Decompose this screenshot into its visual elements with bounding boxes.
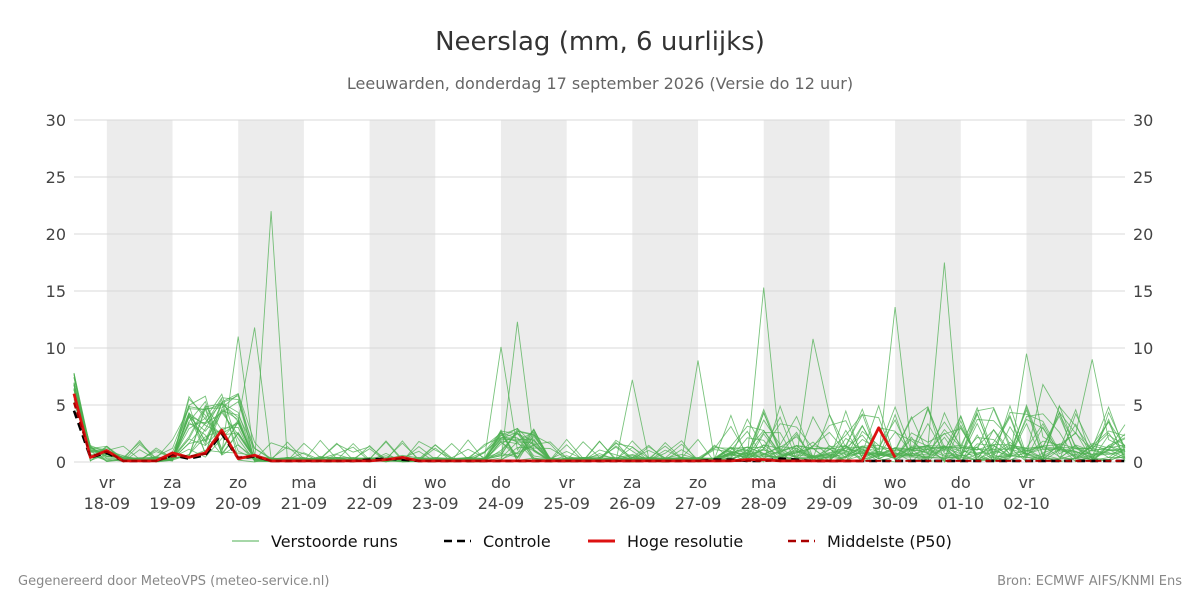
- x-tick-date: 24-09: [478, 494, 525, 513]
- y-tick-label: 20: [1133, 225, 1153, 244]
- y-axis-right: 0 5 10 15 20 25 30: [1133, 111, 1153, 472]
- x-tick-day: ma: [291, 473, 316, 492]
- x-tick-date: 26-09: [609, 494, 656, 513]
- x-tick-date: 30-09: [872, 494, 919, 513]
- x-tick-date: 20-09: [215, 494, 262, 513]
- footer-source: Bron: ECMWF AIFS/KNMI Ens: [997, 574, 1182, 589]
- x-tick-date: 25-09: [543, 494, 590, 513]
- y-tick-label: 20: [46, 225, 66, 244]
- x-tick-date: 27-09: [675, 494, 722, 513]
- x-tick-day: do: [491, 473, 511, 492]
- x-tick-date: 23-09: [412, 494, 459, 513]
- x-axis: vr 18-09 za 19-09 zo 20-09 ma 21-09 di 22-09 wo 23-…: [84, 473, 1050, 513]
- y-tick-label: 30: [1133, 111, 1153, 130]
- x-tick-day: di: [362, 473, 377, 492]
- x-tick-day: di: [822, 473, 837, 492]
- x-tick-date: 28-09: [740, 494, 787, 513]
- grid-lines: [74, 119, 1125, 463]
- chart-title: Neerslag (mm, 6 uurlijks): [435, 27, 765, 57]
- y-tick-label: 25: [46, 168, 66, 187]
- legend-label: Middelste (P50): [827, 532, 952, 551]
- y-tick-label: 0: [1133, 453, 1143, 472]
- main-series: [72, 393, 1125, 463]
- chart-subtitle: Leeuwarden, donderdag 17 september 2026 …: [347, 74, 853, 93]
- x-tick-date: 01-10: [938, 494, 985, 513]
- y-axis-left: 0 5 10 15 20 25 30: [46, 111, 66, 472]
- legend-label: Hoge resolutie: [627, 532, 743, 551]
- x-tick-day: wo: [884, 473, 907, 492]
- y-tick-label: 5: [56, 396, 66, 415]
- x-tick-day: vr: [99, 473, 115, 492]
- ensemble-members: [73, 211, 1126, 464]
- ensemble-member-line: [73, 373, 1126, 463]
- x-tick-date: 19-09: [149, 494, 196, 513]
- x-tick-day: za: [163, 473, 181, 492]
- x-tick-day: vr: [559, 473, 575, 492]
- legend: Verstoorde runs Controle Hoge resolutie Mid…: [232, 532, 952, 551]
- x-tick-date: 02-10: [1003, 494, 1050, 513]
- y-tick-label: 5: [1133, 396, 1143, 415]
- y-tick-label: 30: [46, 111, 66, 130]
- x-tick-day: do: [951, 473, 971, 492]
- y-tick-label: 25: [1133, 168, 1153, 187]
- series-line-middelste-p50: [73, 402, 1125, 462]
- y-tick-label: 15: [1133, 282, 1153, 301]
- y-tick-label: 0: [56, 453, 66, 472]
- x-tick-day: vr: [1018, 473, 1034, 492]
- y-tick-label: 10: [46, 339, 66, 358]
- footer-credit: Gegenereerd door MeteoVPS (meteo-service…: [18, 574, 329, 589]
- x-tick-date: 22-09: [346, 494, 393, 513]
- x-tick-day: wo: [424, 473, 447, 492]
- x-tick-date: 18-09: [84, 494, 131, 513]
- x-tick-day: zo: [689, 473, 707, 492]
- legend-label: Controle: [483, 532, 551, 551]
- x-tick-day: za: [623, 473, 641, 492]
- y-tick-label: 15: [46, 282, 66, 301]
- x-tick-date: 29-09: [806, 494, 853, 513]
- x-tick-day: ma: [751, 473, 776, 492]
- x-tick-date: 21-09: [281, 494, 328, 513]
- x-tick-day: zo: [229, 473, 247, 492]
- legend-label: Verstoorde runs: [271, 532, 398, 551]
- y-tick-label: 10: [1133, 339, 1153, 358]
